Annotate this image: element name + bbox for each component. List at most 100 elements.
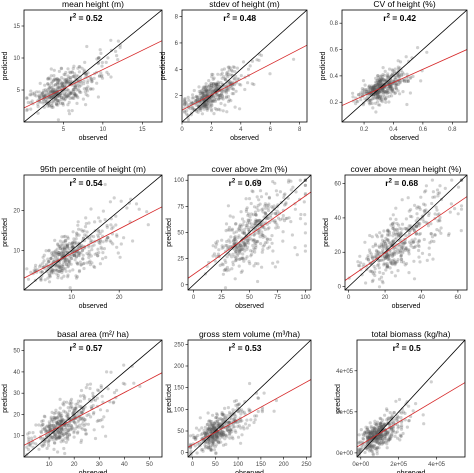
data-point — [384, 242, 388, 246]
data-point — [385, 238, 389, 242]
data-point — [62, 267, 66, 271]
data-point — [59, 67, 64, 71]
data-point — [77, 252, 81, 256]
data-point — [282, 193, 286, 197]
data-point — [70, 425, 74, 429]
data-point — [191, 107, 195, 111]
data-point — [243, 412, 247, 416]
data-point — [68, 269, 72, 273]
data-point — [55, 99, 60, 103]
data-point — [72, 408, 77, 412]
data-point — [233, 77, 237, 81]
data-point — [381, 248, 385, 252]
data-point — [67, 421, 71, 425]
data-point — [371, 272, 375, 276]
data-point — [89, 405, 93, 409]
data-point — [373, 270, 377, 274]
data-point — [377, 90, 381, 94]
data-point — [396, 82, 401, 86]
data-point — [212, 441, 216, 445]
data-point — [64, 257, 69, 261]
data-point — [271, 180, 275, 184]
data-point — [396, 232, 400, 236]
data-point — [72, 74, 76, 78]
data-point — [438, 184, 442, 188]
x-tick-label: 4 — [239, 127, 243, 133]
data-point — [213, 438, 217, 442]
data-point — [433, 212, 437, 216]
data-point — [112, 400, 116, 404]
y-tick-label: 0 — [338, 285, 342, 291]
data-point — [207, 96, 212, 100]
data-point — [216, 435, 220, 439]
data-point — [210, 440, 214, 444]
data-point — [397, 75, 401, 79]
data-point — [390, 240, 394, 244]
data-point — [387, 240, 391, 244]
data-point — [237, 249, 241, 253]
data-point — [66, 406, 70, 410]
y-tick-label: 2e+05 — [336, 410, 354, 416]
data-point — [72, 241, 76, 245]
data-point — [47, 86, 51, 90]
data-point — [407, 248, 411, 252]
data-point — [381, 90, 385, 94]
data-point — [258, 219, 262, 223]
data-point — [365, 447, 369, 451]
data-point — [47, 96, 51, 100]
data-point — [390, 430, 395, 434]
data-point — [439, 231, 443, 235]
data-point — [424, 220, 428, 224]
data-point — [44, 430, 48, 434]
data-point — [57, 412, 61, 416]
data-point — [67, 428, 71, 432]
data-point — [375, 90, 379, 94]
data-point — [386, 416, 390, 421]
data-point — [66, 414, 70, 418]
data-point — [64, 92, 69, 96]
data-point — [393, 249, 397, 254]
data-point — [98, 241, 102, 245]
data-point — [404, 55, 408, 59]
data-point — [55, 416, 60, 420]
data-point — [223, 433, 227, 437]
data-point — [37, 447, 41, 451]
data-point — [77, 253, 81, 257]
data-point — [394, 83, 398, 88]
data-point — [213, 426, 217, 431]
data-point — [386, 228, 390, 232]
data-point — [255, 195, 259, 199]
data-point — [203, 103, 207, 107]
data-point — [222, 417, 226, 421]
data-point — [405, 425, 409, 429]
data-point — [272, 409, 276, 413]
y-tick-label: 100 — [174, 178, 185, 184]
data-point — [66, 79, 70, 83]
data-point — [216, 423, 220, 427]
data-point — [91, 412, 96, 416]
data-point — [85, 230, 89, 234]
data-point — [203, 90, 207, 94]
data-point — [232, 235, 236, 240]
data-point — [375, 91, 379, 95]
data-point — [379, 96, 383, 100]
data-point — [211, 439, 216, 443]
data-point — [207, 438, 211, 442]
data-point — [64, 259, 68, 264]
data-point — [229, 417, 234, 421]
data-point — [382, 244, 386, 248]
data-point — [80, 411, 84, 415]
data-point — [372, 431, 377, 435]
data-point — [256, 208, 260, 212]
data-point — [33, 93, 37, 97]
data-point — [197, 428, 201, 432]
data-point — [387, 438, 391, 442]
data-point — [233, 413, 237, 417]
data-point — [369, 88, 373, 92]
data-point — [53, 97, 57, 101]
data-point — [68, 76, 72, 80]
data-point — [54, 249, 58, 253]
data-point — [184, 101, 188, 105]
data-point — [215, 431, 220, 435]
